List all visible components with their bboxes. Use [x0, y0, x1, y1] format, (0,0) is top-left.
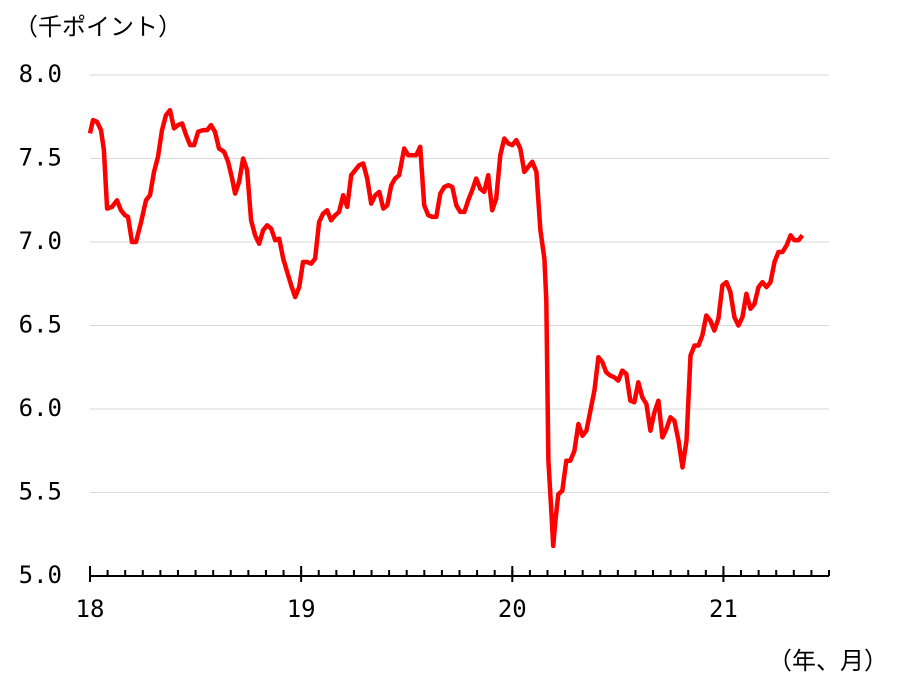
x-axis-label: （年、月） [768, 647, 888, 675]
y-tick-label: 8.0 [19, 60, 62, 88]
y-tick-label: 5.5 [19, 478, 62, 506]
y-axis-label: （千ポイント） [14, 13, 182, 41]
y-tick-label: 6.5 [19, 311, 62, 339]
x-tick-label: 21 [709, 595, 738, 623]
x-tick-label: 19 [287, 595, 316, 623]
line [87, 107, 805, 549]
x-tick-label: 18 [76, 595, 105, 623]
y-tick-label: 7.5 [19, 144, 62, 172]
y-tick-label: 6.0 [19, 394, 62, 422]
x-tick-label: 20 [498, 595, 527, 623]
y-tick-label: 7.0 [19, 227, 62, 255]
y-tick-label: 5.0 [19, 561, 62, 589]
